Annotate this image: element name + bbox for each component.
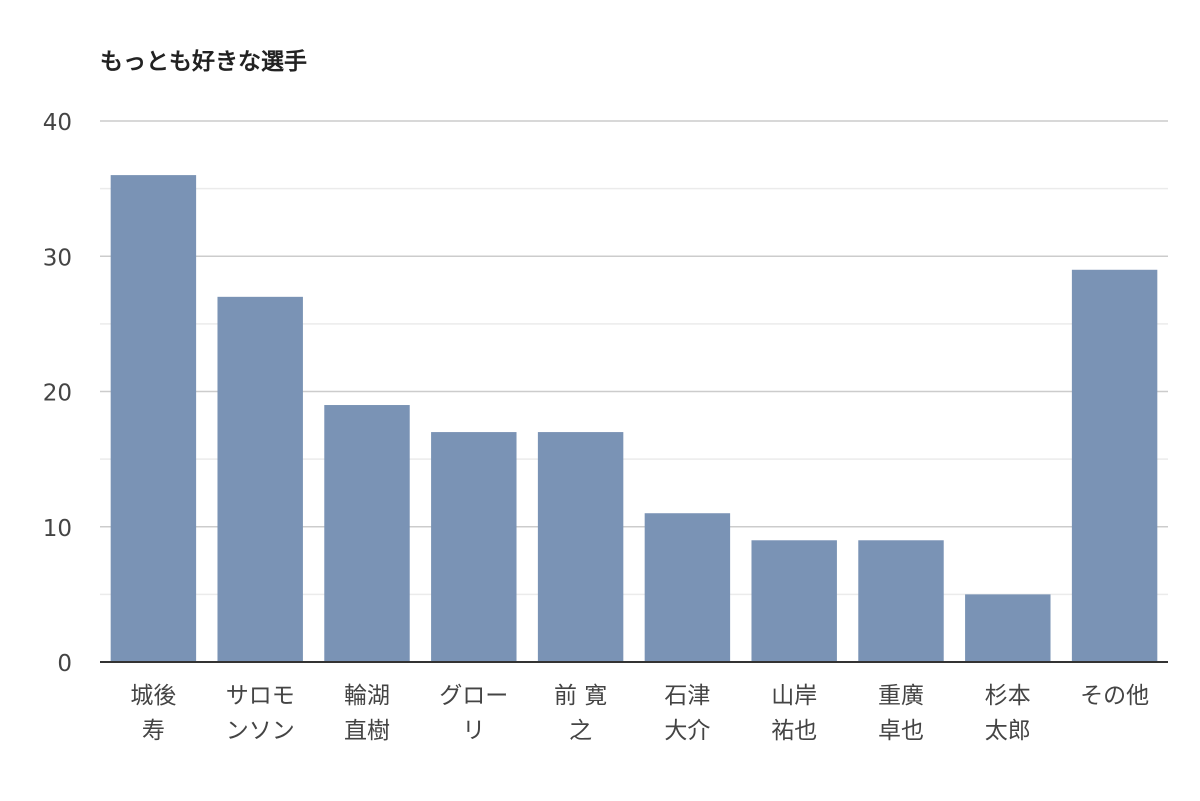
x-tick-label: ンソン <box>226 718 295 744</box>
x-tick-label: 太郎 <box>985 718 1031 744</box>
x-tick-label: 寿 <box>142 718 165 744</box>
x-tick-label: 大介 <box>664 718 710 744</box>
bar <box>1071 269 1158 662</box>
x-tick-label: 城後 <box>130 683 176 709</box>
x-tick-label: グロー <box>439 683 508 709</box>
y-axis-ticks: 0 10 20 30 40 <box>43 110 72 677</box>
x-tick-label: 山岸 <box>771 683 817 709</box>
x-tick-label: 之 <box>569 718 592 744</box>
bar <box>644 513 731 662</box>
x-tick-label: 卓也 <box>878 718 924 744</box>
x-tick-label: リ <box>462 718 485 744</box>
x-tick-label: 祐也 <box>771 718 817 744</box>
x-tick-label: サロモ <box>226 683 295 709</box>
y-tick-label: 40 <box>43 110 72 136</box>
chart-title: もっとも好きな選手 <box>100 49 307 75</box>
x-tick-label: 前 寛 <box>554 683 607 709</box>
bar-layer <box>110 175 1158 662</box>
y-tick-label: 0 <box>57 651 72 677</box>
y-tick-label: 10 <box>43 516 72 542</box>
y-tick-label: 30 <box>43 245 72 271</box>
y-tick-label: 20 <box>43 381 72 407</box>
bar <box>965 594 1051 662</box>
bar <box>537 432 624 662</box>
bar <box>858 540 944 662</box>
x-tick-label: 輪湖 <box>344 683 390 709</box>
x-tick-label: 石津 <box>664 683 710 709</box>
x-tick-label: 重廣 <box>878 683 924 709</box>
bar <box>217 296 303 662</box>
x-tick-label: 杉本 <box>985 683 1031 709</box>
bar <box>431 432 517 662</box>
x-tick-label: 直樹 <box>344 718 390 744</box>
bar <box>751 540 837 662</box>
bar <box>110 175 197 662</box>
bar <box>324 405 410 662</box>
x-tick-label: その他 <box>1080 683 1149 709</box>
